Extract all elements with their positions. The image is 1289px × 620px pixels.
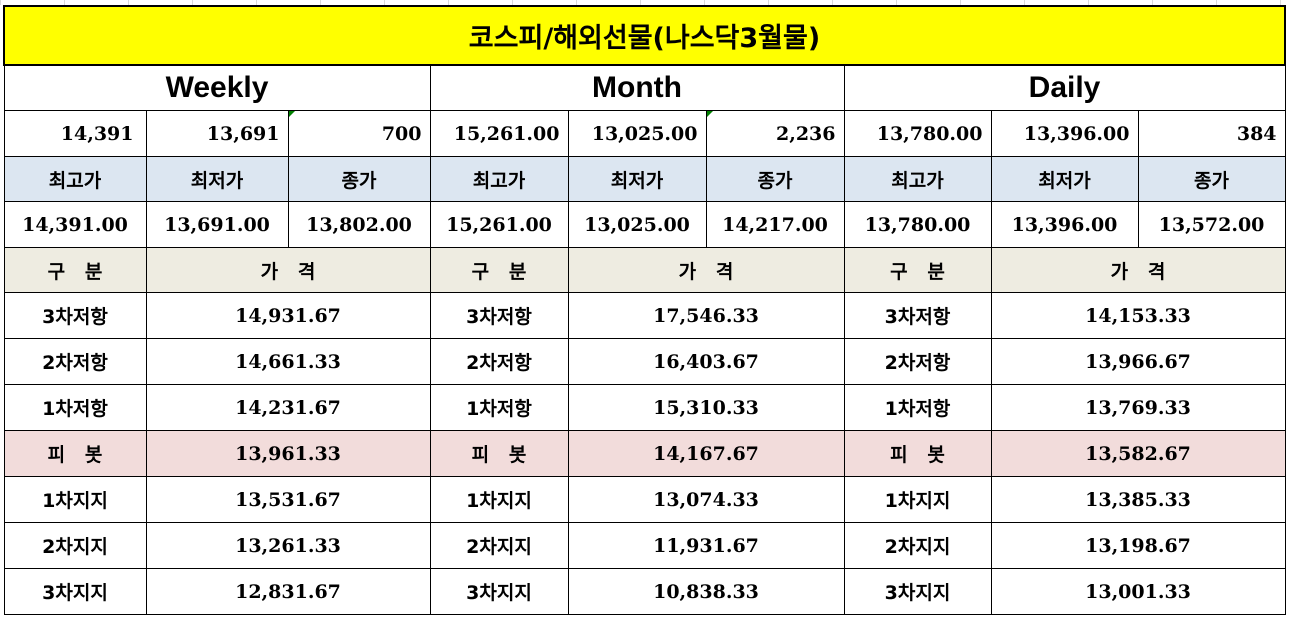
table-row: 2차지지 13,261.33 2차지지 11,931.67 2차지지 13,19… [3, 522, 1286, 569]
level-label[interactable]: 2차저항 [3, 338, 147, 385]
month-level-value[interactable]: 11,931.67 [567, 522, 845, 569]
daily-level-value[interactable]: 13,966.67 [990, 338, 1286, 385]
month-high-value[interactable]: 15,261.00 [429, 201, 569, 248]
level-label[interactable]: 1차저항 [3, 384, 147, 431]
level-label[interactable]: 1차지지 [843, 476, 992, 523]
pivot-table: 코스피/해외선물(나스닥3월물) Weekly Month Daily 14,3… [2, 5, 1287, 615]
comment-marker-icon [289, 111, 295, 117]
table-row: 1차저항 14,231.67 1차저항 15,310.33 1차저항 13,76… [3, 384, 1286, 431]
level-label[interactable]: 1차저항 [843, 384, 992, 431]
category-header[interactable]: 구 분 [429, 247, 569, 293]
level-label[interactable]: 피 봇 [843, 430, 992, 477]
weekly-close-value[interactable]: 13,802.00 [287, 201, 431, 248]
period-month[interactable]: Month [429, 64, 845, 111]
weekly-high-value[interactable]: 14,391.00 [3, 201, 147, 248]
header-close[interactable]: 종가 [287, 156, 431, 202]
table-row: 1차지지 13,531.67 1차지지 13,074.33 1차지지 13,38… [3, 476, 1286, 523]
pivot-row: 피 봇 13,961.33 피 봇 14,167.67 피 봇 13,582.6… [3, 430, 1286, 477]
level-label[interactable]: 3차지지 [843, 568, 992, 615]
level-label[interactable]: 2차지지 [3, 522, 147, 569]
level-label[interactable]: 3차저항 [843, 292, 992, 339]
price-header[interactable]: 가 격 [990, 247, 1286, 293]
month-high-cell[interactable]: 15,261.00 [429, 110, 569, 157]
price-header[interactable]: 가 격 [145, 247, 431, 293]
month-level-value[interactable]: 17,546.33 [567, 292, 845, 339]
weekly-high-cell[interactable]: 14,391 [3, 110, 147, 157]
weekly-level-value[interactable]: 14,931.67 [145, 292, 431, 339]
month-low-cell[interactable]: 13,025.00 [567, 110, 707, 157]
level-label[interactable]: 3차저항 [429, 292, 569, 339]
period-weekly[interactable]: Weekly [3, 64, 431, 111]
level-label[interactable]: 피 봇 [429, 430, 569, 477]
daily-range-cell[interactable]: 384 [1137, 110, 1286, 157]
month-range-cell[interactable]: 2,236 [705, 110, 845, 157]
level-label[interactable]: 2차지지 [429, 522, 569, 569]
month-level-value[interactable]: 13,074.33 [567, 476, 845, 523]
column-gridlines [0, 0, 1289, 5]
month-level-value[interactable]: 10,838.33 [567, 568, 845, 615]
weekly-level-value[interactable]: 14,231.67 [145, 384, 431, 431]
daily-high-cell[interactable]: 13,780.00 [843, 110, 992, 157]
header-high[interactable]: 최고가 [429, 156, 569, 202]
table-row: 3차지지 12,831.67 3차지지 10,838.33 3차지지 13,00… [3, 568, 1286, 615]
level-label[interactable]: 3차지지 [429, 568, 569, 615]
month-level-value[interactable]: 16,403.67 [567, 338, 845, 385]
level-label[interactable]: 3차지지 [3, 568, 147, 615]
weekly-level-value[interactable]: 13,531.67 [145, 476, 431, 523]
header-low[interactable]: 최저가 [145, 156, 289, 202]
weekly-pivot-value[interactable]: 13,961.33 [145, 430, 431, 477]
daily-high-value[interactable]: 13,780.00 [843, 201, 992, 248]
header-close[interactable]: 종가 [1137, 156, 1286, 202]
daily-level-value[interactable]: 13,769.33 [990, 384, 1286, 431]
daily-low-cell[interactable]: 13,396.00 [990, 110, 1139, 157]
comment-marker-icon [707, 111, 713, 117]
weekly-level-value[interactable]: 13,261.33 [145, 522, 431, 569]
daily-close-value[interactable]: 13,572.00 [1137, 201, 1286, 248]
daily-low-value[interactable]: 13,396.00 [990, 201, 1139, 248]
weekly-low-cell[interactable]: 13,691 [145, 110, 289, 157]
weekly-range-cell[interactable]: 700 [287, 110, 431, 157]
level-label[interactable]: 2차저항 [843, 338, 992, 385]
header-low[interactable]: 최저가 [567, 156, 707, 202]
weekly-low-value[interactable]: 13,691.00 [145, 201, 289, 248]
table-row: 3차저항 14,931.67 3차저항 17,546.33 3차저항 14,15… [3, 292, 1286, 339]
header-high[interactable]: 최고가 [3, 156, 147, 202]
category-header[interactable]: 구 분 [3, 247, 147, 293]
category-header[interactable]: 구 분 [843, 247, 992, 293]
daily-pivot-value[interactable]: 13,582.67 [990, 430, 1286, 477]
level-label[interactable]: 1차지지 [429, 476, 569, 523]
daily-level-value[interactable]: 13,198.67 [990, 522, 1286, 569]
level-label[interactable]: 2차저항 [429, 338, 569, 385]
level-label[interactable]: 피 봇 [3, 430, 147, 477]
month-close-value[interactable]: 14,217.00 [705, 201, 845, 248]
period-daily[interactable]: Daily [843, 64, 1286, 111]
header-close[interactable]: 종가 [705, 156, 845, 202]
sheet-title[interactable]: 코스피/해외선물(나스닥3월물) [2, 5, 1287, 66]
daily-level-value[interactable]: 13,385.33 [990, 476, 1286, 523]
month-level-value[interactable]: 15,310.33 [567, 384, 845, 431]
table-row: 2차저항 14,661.33 2차저항 16,403.67 2차저항 13,96… [3, 338, 1286, 385]
month-low-value[interactable]: 13,025.00 [567, 201, 707, 248]
daily-level-value[interactable]: 13,001.33 [990, 568, 1286, 615]
weekly-level-value[interactable]: 12,831.67 [145, 568, 431, 615]
daily-level-value[interactable]: 14,153.33 [990, 292, 1286, 339]
level-label[interactable]: 1차저항 [429, 384, 569, 431]
price-header[interactable]: 가 격 [567, 247, 845, 293]
month-pivot-value[interactable]: 14,167.67 [567, 430, 845, 477]
header-high[interactable]: 최고가 [843, 156, 992, 202]
header-low[interactable]: 최저가 [990, 156, 1139, 202]
level-label[interactable]: 1차지지 [3, 476, 147, 523]
level-label[interactable]: 3차저항 [3, 292, 147, 339]
weekly-level-value[interactable]: 14,661.33 [145, 338, 431, 385]
level-label[interactable]: 2차지지 [843, 522, 992, 569]
